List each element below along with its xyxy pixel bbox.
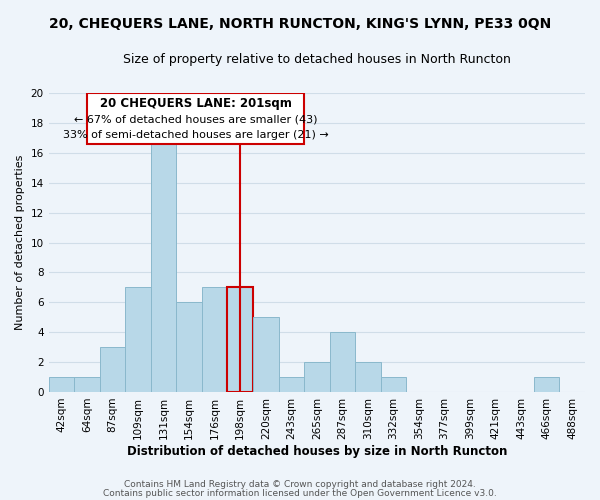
Text: Contains public sector information licensed under the Open Government Licence v3: Contains public sector information licen…: [103, 488, 497, 498]
Bar: [534, 377, 559, 392]
Bar: [253, 317, 278, 392]
Bar: [380, 377, 406, 392]
Bar: [329, 332, 355, 392]
Bar: [304, 362, 329, 392]
Text: Contains HM Land Registry data © Crown copyright and database right 2024.: Contains HM Land Registry data © Crown c…: [124, 480, 476, 489]
Bar: [49, 377, 74, 392]
X-axis label: Distribution of detached houses by size in North Runcton: Distribution of detached houses by size …: [127, 444, 507, 458]
Bar: [202, 288, 227, 392]
Text: ← 67% of detached houses are smaller (43): ← 67% of detached houses are smaller (43…: [74, 115, 317, 125]
Bar: [100, 347, 125, 392]
Bar: [125, 288, 151, 392]
Bar: [151, 108, 176, 392]
Text: 20 CHEQUERS LANE: 201sqm: 20 CHEQUERS LANE: 201sqm: [100, 97, 292, 110]
Bar: [278, 377, 304, 392]
Bar: [176, 302, 202, 392]
Title: Size of property relative to detached houses in North Runcton: Size of property relative to detached ho…: [123, 52, 511, 66]
Bar: [355, 362, 380, 392]
Y-axis label: Number of detached properties: Number of detached properties: [15, 155, 25, 330]
FancyBboxPatch shape: [87, 93, 304, 144]
Bar: [74, 377, 100, 392]
Text: 33% of semi-detached houses are larger (21) →: 33% of semi-detached houses are larger (…: [62, 130, 328, 140]
Bar: [227, 288, 253, 392]
Text: 20, CHEQUERS LANE, NORTH RUNCTON, KING'S LYNN, PE33 0QN: 20, CHEQUERS LANE, NORTH RUNCTON, KING'S…: [49, 18, 551, 32]
